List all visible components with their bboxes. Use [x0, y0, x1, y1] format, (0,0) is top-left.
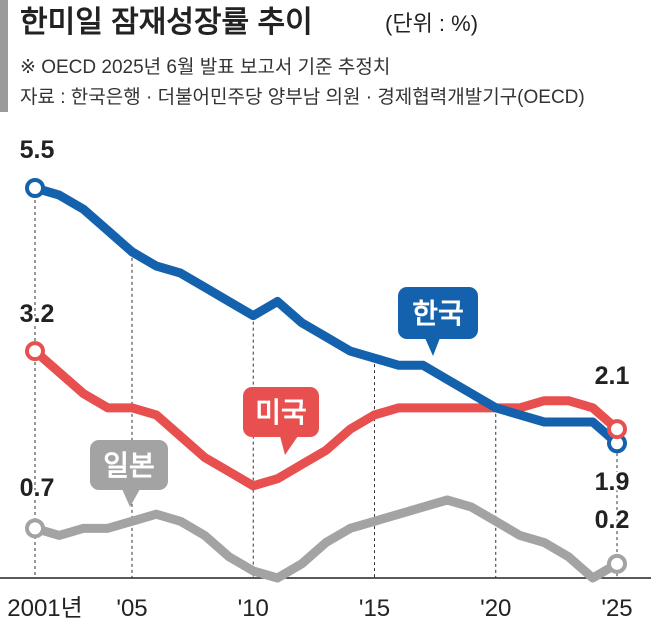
value-label: 1.9: [595, 468, 630, 496]
value-label: 3.2: [20, 300, 55, 328]
legend-badge: [90, 440, 168, 490]
note: ※ OECD 2025년 6월 발표 보고서 기준 추정치: [20, 56, 390, 78]
x-tick-label: '15: [359, 595, 390, 622]
x-tick-label: '20: [480, 595, 511, 622]
legend-badge: [243, 387, 319, 437]
series-line: [33, 495, 620, 583]
value-label: 0.7: [20, 474, 55, 502]
value-label: 2.1: [595, 362, 630, 390]
legend-pointer: [425, 338, 440, 356]
legend-pointer: [280, 436, 298, 455]
legend-label: 일본: [103, 450, 155, 481]
side-bar: [0, 0, 8, 112]
end-marker: [25, 178, 45, 198]
chart-subtitle: (단위 : %): [385, 11, 478, 36]
series-line: [33, 183, 620, 447]
end-marker: [607, 419, 627, 440]
end-marker: [25, 518, 45, 539]
x-tick-label: 2001년: [7, 595, 82, 622]
series-line: [32, 347, 620, 491]
value-label: 5.5: [20, 136, 55, 164]
source: 자료 : 한국은행 · 더불어민주당 양부남 의원 · 경제협력개발기구(OEC…: [20, 86, 585, 108]
end-marker: [607, 553, 627, 574]
value-label: 0.2: [595, 506, 630, 534]
chart-title: 한미일 잠재성장률 추이: [20, 6, 313, 39]
legend-pointer: [122, 489, 140, 507]
x-tick-label: '05: [116, 595, 147, 622]
legend-badge: [398, 287, 478, 339]
x-tick-label: '10: [238, 595, 269, 622]
legend-label: 한국: [412, 298, 464, 329]
x-tick-label: '25: [601, 595, 632, 622]
end-marker: [25, 341, 45, 362]
legend-label: 미국: [255, 397, 307, 428]
